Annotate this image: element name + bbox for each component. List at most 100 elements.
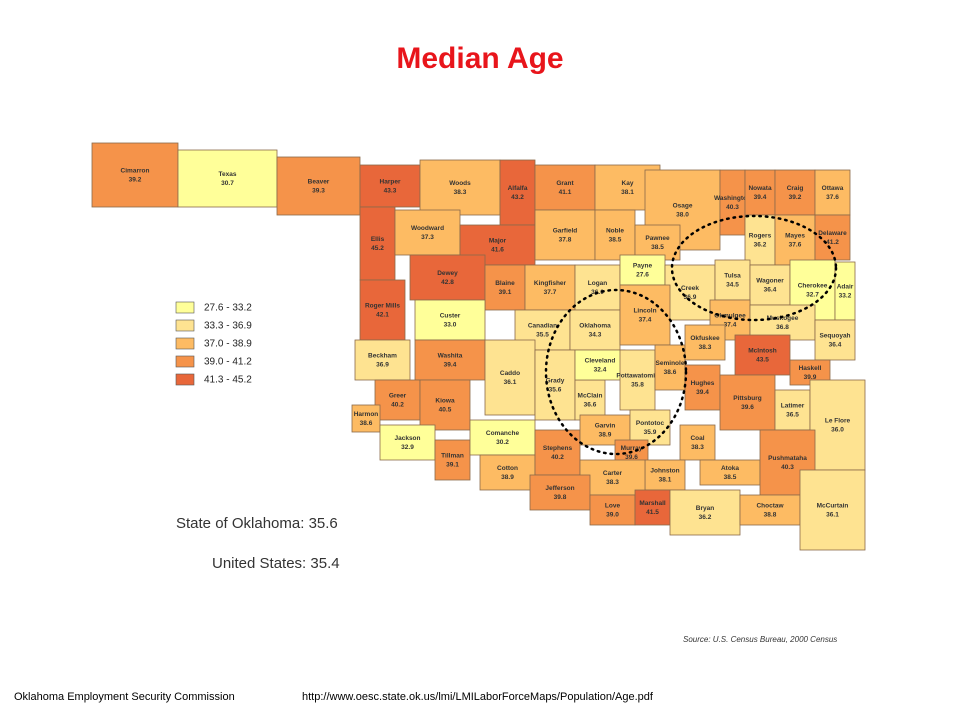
county-name: Atoka — [721, 465, 739, 472]
county-value: 37.3 — [421, 234, 434, 241]
county-name: Woodward — [411, 225, 444, 232]
county-value: 39.1 — [499, 289, 512, 296]
county-name: Nowata — [748, 185, 772, 192]
county-name: Love — [605, 503, 621, 510]
county-name: Blaine — [495, 280, 515, 287]
county — [529, 474, 591, 511]
county-value: 39.6 — [625, 454, 638, 461]
county — [524, 264, 576, 311]
source: Source: U.S. Census Bureau, 2000 Census — [683, 635, 837, 644]
county-name: McCurtain — [817, 503, 849, 510]
county-name: Texas — [219, 171, 237, 178]
county-name: Greer — [389, 393, 407, 400]
county-value: 40.2 — [391, 402, 404, 409]
county — [644, 459, 686, 491]
county-name: Okfuskee — [690, 335, 720, 342]
county-value: 38.6 — [360, 420, 373, 427]
county-name: Grady — [546, 378, 565, 385]
county-value: 36.1 — [504, 379, 517, 386]
county-value: 30.7 — [221, 180, 234, 187]
county-name: Oklahoma — [579, 323, 611, 330]
county-value: 36.4 — [764, 287, 777, 294]
county-value: 33.0 — [444, 322, 457, 329]
county — [799, 469, 866, 551]
county-name: Okmulgee — [714, 313, 746, 320]
county-value: 36.9 — [376, 362, 389, 369]
county-name: Wagoner — [756, 278, 784, 285]
county-name: Cherokee — [798, 283, 828, 290]
county-value: 42.1 — [376, 312, 389, 319]
county-value: 42.8 — [441, 279, 454, 286]
county-name: Kiowa — [435, 398, 455, 405]
county — [814, 169, 851, 216]
county-name: Kingfisher — [534, 280, 567, 287]
county-value: 35.5 — [536, 332, 549, 339]
county-value: 39.4 — [696, 389, 709, 396]
county-name: Carter — [603, 470, 623, 477]
county — [619, 254, 666, 286]
county-name: Pittsburg — [733, 395, 762, 402]
county-name: Haskell — [799, 365, 822, 372]
county-value: 38.1 — [621, 189, 634, 196]
footer-url: http://www.oesc.state.ok.us/lmi/LMILabor… — [302, 691, 654, 703]
county — [374, 379, 421, 421]
county-name: Woods — [449, 180, 471, 187]
county — [534, 164, 596, 211]
county-value: 39.1 — [446, 462, 459, 469]
county-name: Pottawatomie — [616, 373, 659, 380]
county — [354, 339, 411, 381]
county-name: Tulsa — [724, 273, 741, 280]
county — [654, 344, 686, 391]
legend-label: 27.6 - 33.2 — [204, 303, 252, 314]
county-name: Grant — [556, 180, 574, 187]
county-value: 39.0 — [606, 512, 619, 519]
county-name: Johnston — [650, 468, 679, 475]
county — [629, 409, 671, 446]
county — [484, 264, 526, 311]
county-value: 36.2 — [754, 242, 767, 249]
title: Median Age — [396, 42, 563, 75]
county-name: Cleveland — [585, 358, 616, 365]
county-value: 43.2 — [511, 194, 524, 201]
county-value: 36.9 — [684, 294, 697, 301]
county — [359, 206, 396, 281]
state-note: State of Oklahoma: 35.6 — [176, 515, 338, 532]
county — [409, 254, 486, 301]
county — [414, 299, 486, 341]
county — [569, 309, 621, 351]
county-value: 41.5 — [646, 509, 659, 516]
county-name: Delaware — [818, 230, 847, 237]
county-value: 43.5 — [756, 357, 769, 364]
legend-swatch — [175, 319, 195, 332]
county-name: Comanche — [486, 430, 520, 437]
county-value: 35.6 — [549, 387, 562, 394]
county-value: 38.9 — [599, 432, 612, 439]
county-name: Choctaw — [756, 503, 784, 510]
county-value: 38.5 — [724, 474, 737, 481]
county-name: Sequoyah — [819, 333, 850, 340]
county-value: 38.0 — [676, 212, 689, 219]
county-value: 38.3 — [454, 189, 467, 196]
county — [276, 156, 361, 216]
county — [479, 454, 536, 491]
county-name: Murray — [621, 445, 643, 452]
county-value: 39.8 — [554, 494, 567, 501]
county-value: 38.6 — [664, 369, 677, 376]
county-value: 33.2 — [839, 293, 852, 300]
county — [534, 209, 596, 261]
county-name: Pontotoc — [636, 420, 665, 427]
county-name: Noble — [606, 228, 624, 235]
county-value: 38.3 — [699, 344, 712, 351]
county — [534, 349, 576, 421]
county-name: Caddo — [500, 370, 520, 377]
county-value: 41.1 — [559, 189, 572, 196]
county-name: Beaver — [308, 179, 330, 186]
county-name: Harper — [380, 179, 401, 186]
county-name: Creek — [681, 285, 699, 292]
county — [359, 164, 421, 208]
county-value: 36.1 — [826, 512, 839, 519]
county — [739, 494, 801, 526]
county — [484, 339, 536, 416]
